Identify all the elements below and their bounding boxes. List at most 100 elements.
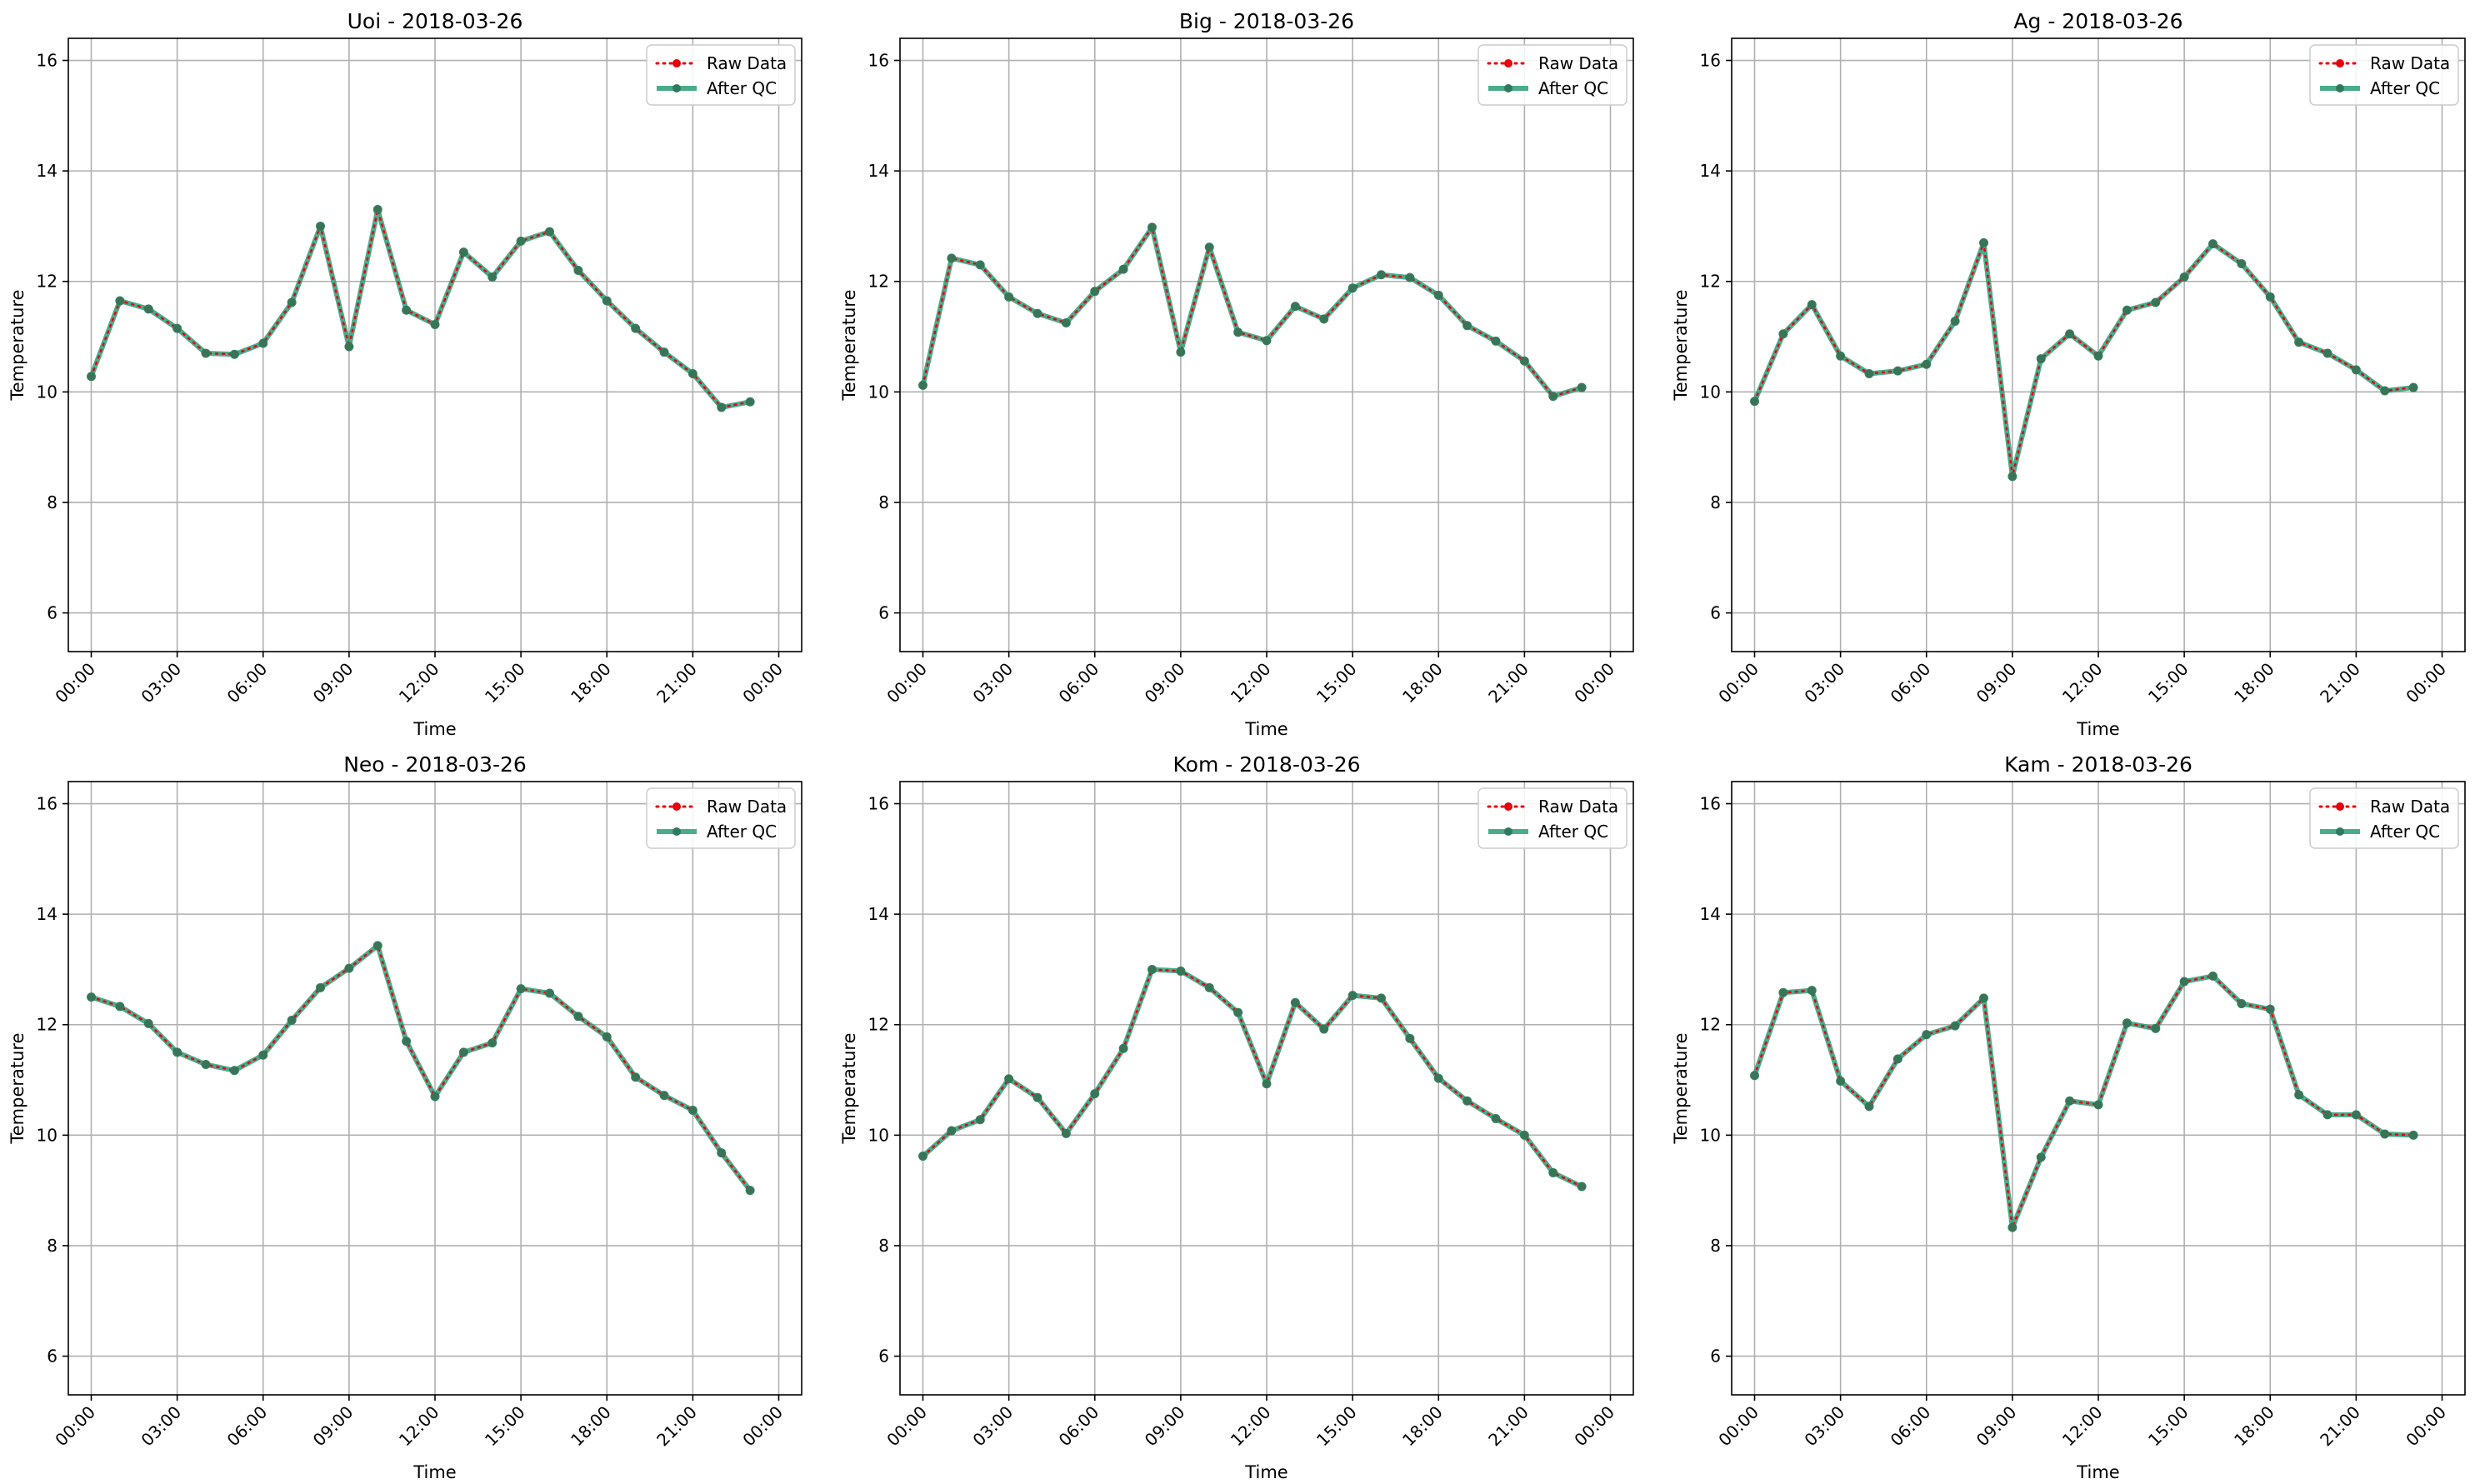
legend-label-after-qc: After QC [1538, 78, 1608, 98]
data-point-after-qc [2265, 292, 2275, 302]
data-point-after-qc [1979, 237, 1988, 247]
data-point-after-qc [1061, 1128, 1071, 1138]
data-point-after-qc [918, 380, 928, 390]
y-axis-label: Temperature [839, 289, 859, 401]
data-point-after-qc [1004, 292, 1014, 302]
data-point-after-qc [688, 368, 698, 378]
legend-marker-after-qc [1504, 827, 1512, 836]
data-point-after-qc [344, 342, 354, 352]
data-point-after-qc [1176, 347, 1186, 357]
data-point-after-qc [573, 1012, 583, 1022]
data-point-after-qc [1061, 317, 1071, 327]
plot-frame [68, 37, 802, 652]
data-point-after-qc [1148, 964, 1157, 974]
data-point-after-qc [1377, 270, 1386, 280]
y-tick-label: 6 [47, 1347, 58, 1367]
data-point-after-qc [87, 372, 96, 382]
x-tick-label: 15:00 [1312, 1402, 1361, 1451]
data-point-after-qc [1577, 1182, 1587, 1192]
y-tick-label: 14 [37, 161, 58, 181]
y-tick-label: 8 [1710, 1236, 1721, 1256]
data-point-after-qc [545, 988, 554, 998]
data-point-after-qc [2036, 1152, 2046, 1162]
data-point-after-qc [1778, 987, 1788, 997]
data-point-after-qc [488, 272, 498, 282]
x-tick-label: 00:00 [1714, 659, 1762, 707]
x-tick-label: 18:00 [567, 659, 615, 707]
x-tick-label: 21:00 [652, 1402, 701, 1451]
y-axis-label: Temperature [8, 1032, 28, 1144]
data-point-after-qc [1750, 1071, 1759, 1081]
data-point-after-qc [1233, 1007, 1243, 1017]
data-point-after-qc [1892, 1054, 1902, 1064]
data-point-after-qc [430, 319, 440, 329]
data-point-after-qc [1290, 302, 1300, 312]
data-point-after-qc [372, 941, 382, 951]
y-tick-label: 8 [1710, 492, 1721, 512]
x-tick-label: 00:00 [882, 1402, 931, 1451]
data-point-after-qc [1950, 316, 1960, 326]
x-tick-label: 00:00 [1570, 659, 1618, 707]
x-tick-label: 21:00 [2316, 1402, 2364, 1451]
legend-label-raw-data: Raw Data [2370, 53, 2450, 73]
y-tick-label: 8 [47, 1236, 58, 1256]
subplot: 6 8 10 12 14 16 00:00 03:00 06:00 09:00 12:00 15:00… [1671, 752, 2466, 1482]
x-tick-label: 03:00 [1800, 1402, 1848, 1451]
y-tick-label: 12 [868, 1015, 889, 1035]
plot-frame [1731, 781, 2466, 1396]
data-point-after-qc [2179, 272, 2189, 282]
x-tick-label: 15:00 [1312, 659, 1361, 707]
data-point-after-qc [2036, 354, 2046, 364]
data-point-after-qc [947, 253, 957, 263]
data-point-after-qc [2208, 239, 2218, 249]
data-point-after-qc [1290, 997, 1300, 1007]
subplot: 6 8 10 12 14 16 00:00 03:00 06:00 09:00 12:00 15:00… [839, 9, 1634, 739]
data-point-after-qc [1433, 1073, 1443, 1083]
x-tick-label: 03:00 [137, 659, 185, 707]
data-point-after-qc [2065, 329, 2075, 339]
data-point-after-qc [115, 296, 125, 306]
series-line-raw-data [1753, 242, 2415, 477]
x-tick-label: 09:00 [309, 1402, 358, 1451]
data-point-after-qc [344, 963, 354, 973]
data-point-after-qc [2237, 259, 2247, 269]
data-point-after-qc [1807, 300, 1817, 310]
data-point-after-qc [287, 1015, 297, 1025]
chart-title: Neo - 2018-03-26 [343, 752, 527, 777]
data-point-after-qc [1032, 1092, 1042, 1102]
x-tick-label: 06:00 [1055, 659, 1103, 707]
y-tick-label: 6 [47, 603, 58, 623]
x-tick-label: 00:00 [738, 659, 787, 707]
data-point-after-qc [458, 1047, 468, 1057]
data-point-after-qc [1778, 329, 1788, 339]
legend-label-raw-data: Raw Data [1538, 797, 1618, 817]
legend-marker-raw-data [1504, 802, 1512, 811]
y-tick-label: 10 [37, 1125, 58, 1145]
data-point-after-qc [631, 1072, 641, 1082]
chart-title: Big - 2018-03-26 [1179, 9, 1354, 33]
data-point-after-qc [87, 992, 96, 1002]
data-point-after-qc [659, 347, 669, 357]
x-tick-label: 12:00 [2058, 1402, 2107, 1451]
x-tick-label: 03:00 [137, 1402, 185, 1451]
data-point-after-qc [1090, 287, 1100, 297]
data-point-after-qc [143, 304, 153, 314]
data-point-after-qc [402, 305, 412, 315]
data-point-after-qc [1836, 1076, 1846, 1086]
legend-label-after-qc: After QC [707, 822, 777, 842]
y-tick-label: 12 [1700, 272, 1721, 292]
series-line-raw-data [90, 209, 752, 409]
y-tick-label: 8 [878, 1236, 889, 1256]
data-point-after-qc [545, 227, 554, 237]
x-tick-label: 09:00 [1972, 659, 2021, 707]
legend-marker-after-qc [672, 84, 681, 92]
legend-label-raw-data: Raw Data [2370, 797, 2450, 817]
data-point-after-qc [516, 984, 526, 994]
data-point-after-qc [602, 1032, 612, 1042]
data-point-after-qc [2265, 1004, 2275, 1014]
data-point-after-qc [2008, 472, 2018, 482]
data-point-after-qc [2065, 1096, 2075, 1106]
y-tick-label: 10 [868, 382, 889, 402]
data-point-after-qc [2208, 971, 2218, 981]
